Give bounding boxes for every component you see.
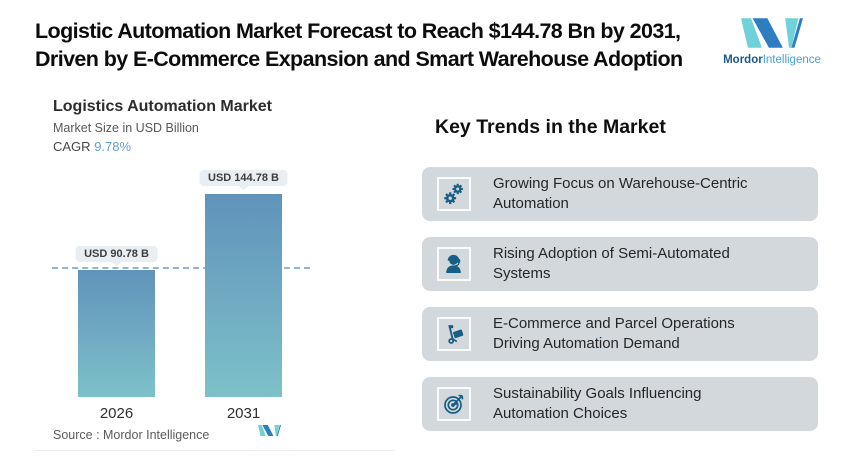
bar-value-label-2026: USD 90.78 B xyxy=(75,246,158,262)
axis-label-2031: 2031 xyxy=(226,405,261,422)
trend-card-warehouse-automation: Growing Focus on Warehouse-Centric Autom… xyxy=(422,167,818,221)
market-chart-panel: Logistics Automation Market Market Size … xyxy=(35,98,395,456)
trend-text-line-2: Automation Choices xyxy=(493,405,628,422)
chart-subtitle: Market Size in USD Billion xyxy=(53,121,199,135)
trend-card-list: Growing Focus on Warehouse-Centric Autom… xyxy=(422,167,818,431)
brand-name: MordorIntelligence xyxy=(722,54,822,66)
divider xyxy=(35,450,395,451)
mordor-logo-small-icon xyxy=(258,425,281,436)
cagr-value: 9.78% xyxy=(94,139,132,154)
trend-card-sustainability: Sustainability Goals Influencing Automat… xyxy=(422,377,818,431)
chart-source: Source : Mordor Intelligence xyxy=(53,428,210,442)
brand-name-bold: Mordor xyxy=(723,54,763,66)
page-title-line-2: Driven by E-Commerce Expansion and Smart… xyxy=(35,47,683,71)
trends-heading: Key Trends in the Market xyxy=(435,116,666,138)
brand-logo: MordorIntelligence xyxy=(722,14,822,66)
cagr-label: CAGR xyxy=(53,139,91,154)
page-title: Logistic Automation Market Forecast to R… xyxy=(35,17,683,73)
mordor-logo-icon xyxy=(741,18,803,48)
reference-dashed-line xyxy=(52,267,310,269)
trend-text-line-2: Driving Automation Demand xyxy=(493,335,680,352)
trend-text-line-2: Automation xyxy=(493,195,569,212)
bar-2031 xyxy=(205,194,282,397)
trend-text: Rising Adoption of Semi-Automated System… xyxy=(493,244,730,284)
trend-text-line-1: E-Commerce and Parcel Operations xyxy=(493,315,735,332)
chart-title: Logistics Automation Market xyxy=(53,98,272,115)
trend-text-line-2: Systems xyxy=(493,265,551,282)
trend-text: Growing Focus on Warehouse-Centric Autom… xyxy=(493,174,748,214)
bar-group-2031: USD 144.78 B 2031 xyxy=(199,170,288,422)
trend-card-ecommerce-parcel: E-Commerce and Parcel Operations Driving… xyxy=(422,307,818,361)
trend-text-line-1: Rising Adoption of Semi-Automated xyxy=(493,245,730,262)
page-title-line-1: Logistic Automation Market Forecast to R… xyxy=(35,19,681,43)
trend-text-line-1: Sustainability Goals Influencing xyxy=(493,385,702,402)
axis-label-2026: 2026 xyxy=(99,405,134,422)
bar-value-label-2031: USD 144.78 B xyxy=(199,170,288,186)
bar-2026 xyxy=(78,270,155,397)
trend-text: Sustainability Goals Influencing Automat… xyxy=(493,384,701,424)
target-arrow-icon xyxy=(437,387,471,421)
gears-icon xyxy=(437,177,471,211)
trend-text-line-1: Growing Focus on Warehouse-Centric xyxy=(493,175,748,192)
trend-card-semi-automated: Rising Adoption of Semi-Automated System… xyxy=(422,237,818,291)
chart-cagr: CAGR 9.78% xyxy=(53,139,131,154)
bar-group-2026: USD 90.78 B 2026 xyxy=(75,173,158,422)
hand-truck-icon xyxy=(437,317,471,351)
bar-chart: USD 90.78 B 2026 USD 144.78 B 2031 xyxy=(35,170,395,422)
trend-text: E-Commerce and Parcel Operations Driving… xyxy=(493,314,735,354)
support-person-icon xyxy=(437,247,471,281)
brand-name-light: Intelligence xyxy=(762,54,821,66)
